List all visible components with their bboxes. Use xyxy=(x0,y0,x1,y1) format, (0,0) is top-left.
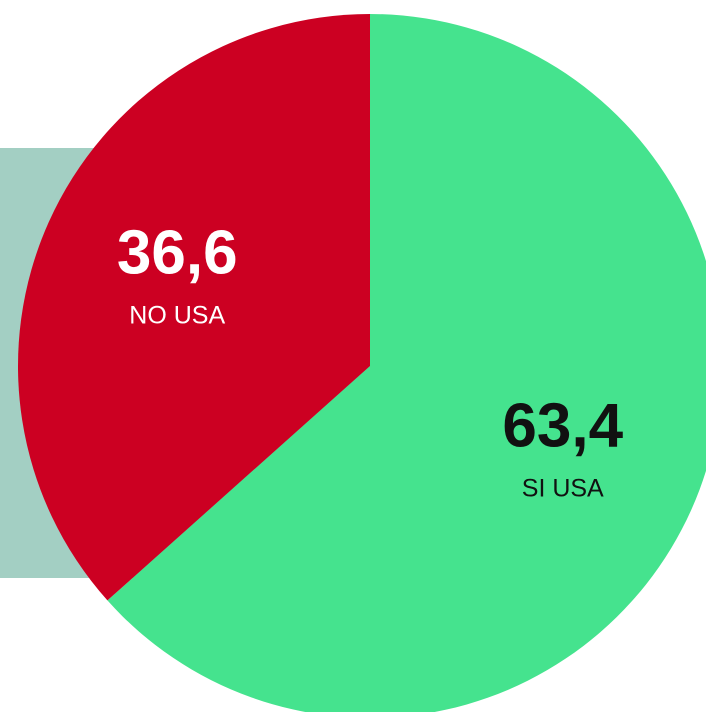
pie-slice xyxy=(107,14,706,712)
pie-slice xyxy=(18,14,371,601)
slice-category-label: NO USA xyxy=(129,302,225,330)
slice-value-label: 63,4 xyxy=(502,391,623,460)
slice-category-label: SI USA xyxy=(522,474,604,502)
slice-value-label: 36,6 xyxy=(117,219,238,288)
